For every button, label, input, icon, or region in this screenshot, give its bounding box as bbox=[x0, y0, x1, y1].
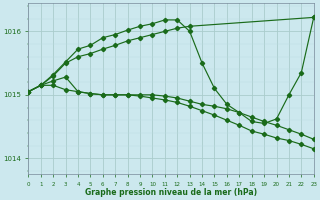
X-axis label: Graphe pression niveau de la mer (hPa): Graphe pression niveau de la mer (hPa) bbox=[85, 188, 257, 197]
